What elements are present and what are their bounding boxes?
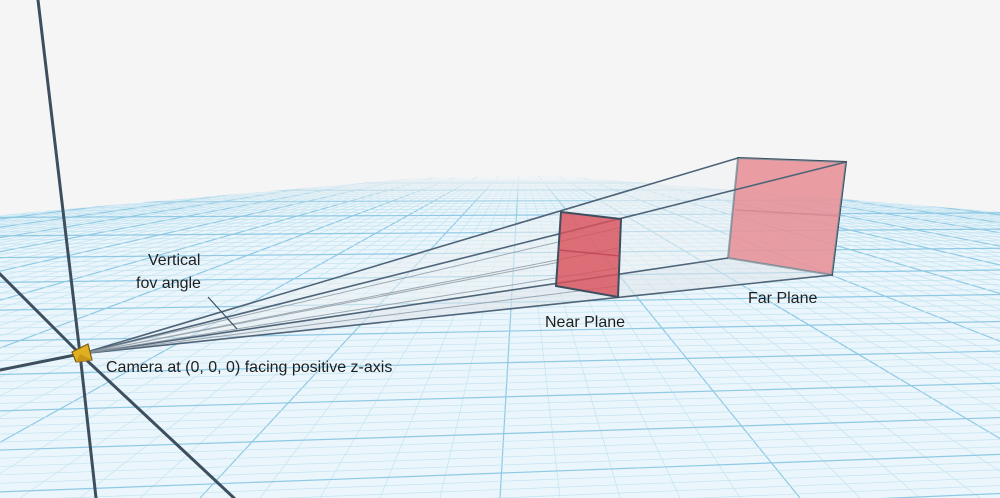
near-plane <box>554 210 623 299</box>
ground-grid <box>0 176 1000 498</box>
edge-top-left <box>79 157 739 355</box>
x-axis <box>0 352 82 372</box>
z-axis-back <box>0 272 82 356</box>
world-axes <box>0 0 236 498</box>
fov-fan <box>79 227 619 355</box>
z-axis-front <box>78 352 236 498</box>
fov-label-line1: Vertical <box>148 252 200 269</box>
edge-bottom-left <box>79 257 729 355</box>
near-plane-label: Near Plane <box>545 314 625 331</box>
camera-label: Camera at (0, 0, 0) facing positive z-ax… <box>106 359 392 376</box>
fov-label-line2: fov angle <box>136 275 201 292</box>
far-plane-label: Far Plane <box>748 290 817 307</box>
frustum-edges <box>79 157 847 355</box>
y-axis-lower <box>78 352 98 498</box>
camera-marker <box>71 343 93 363</box>
fov-pointer <box>207 296 238 330</box>
edge-bottom-right <box>79 274 833 355</box>
edge-top-right <box>79 161 847 355</box>
y-axis-upper <box>36 0 82 356</box>
